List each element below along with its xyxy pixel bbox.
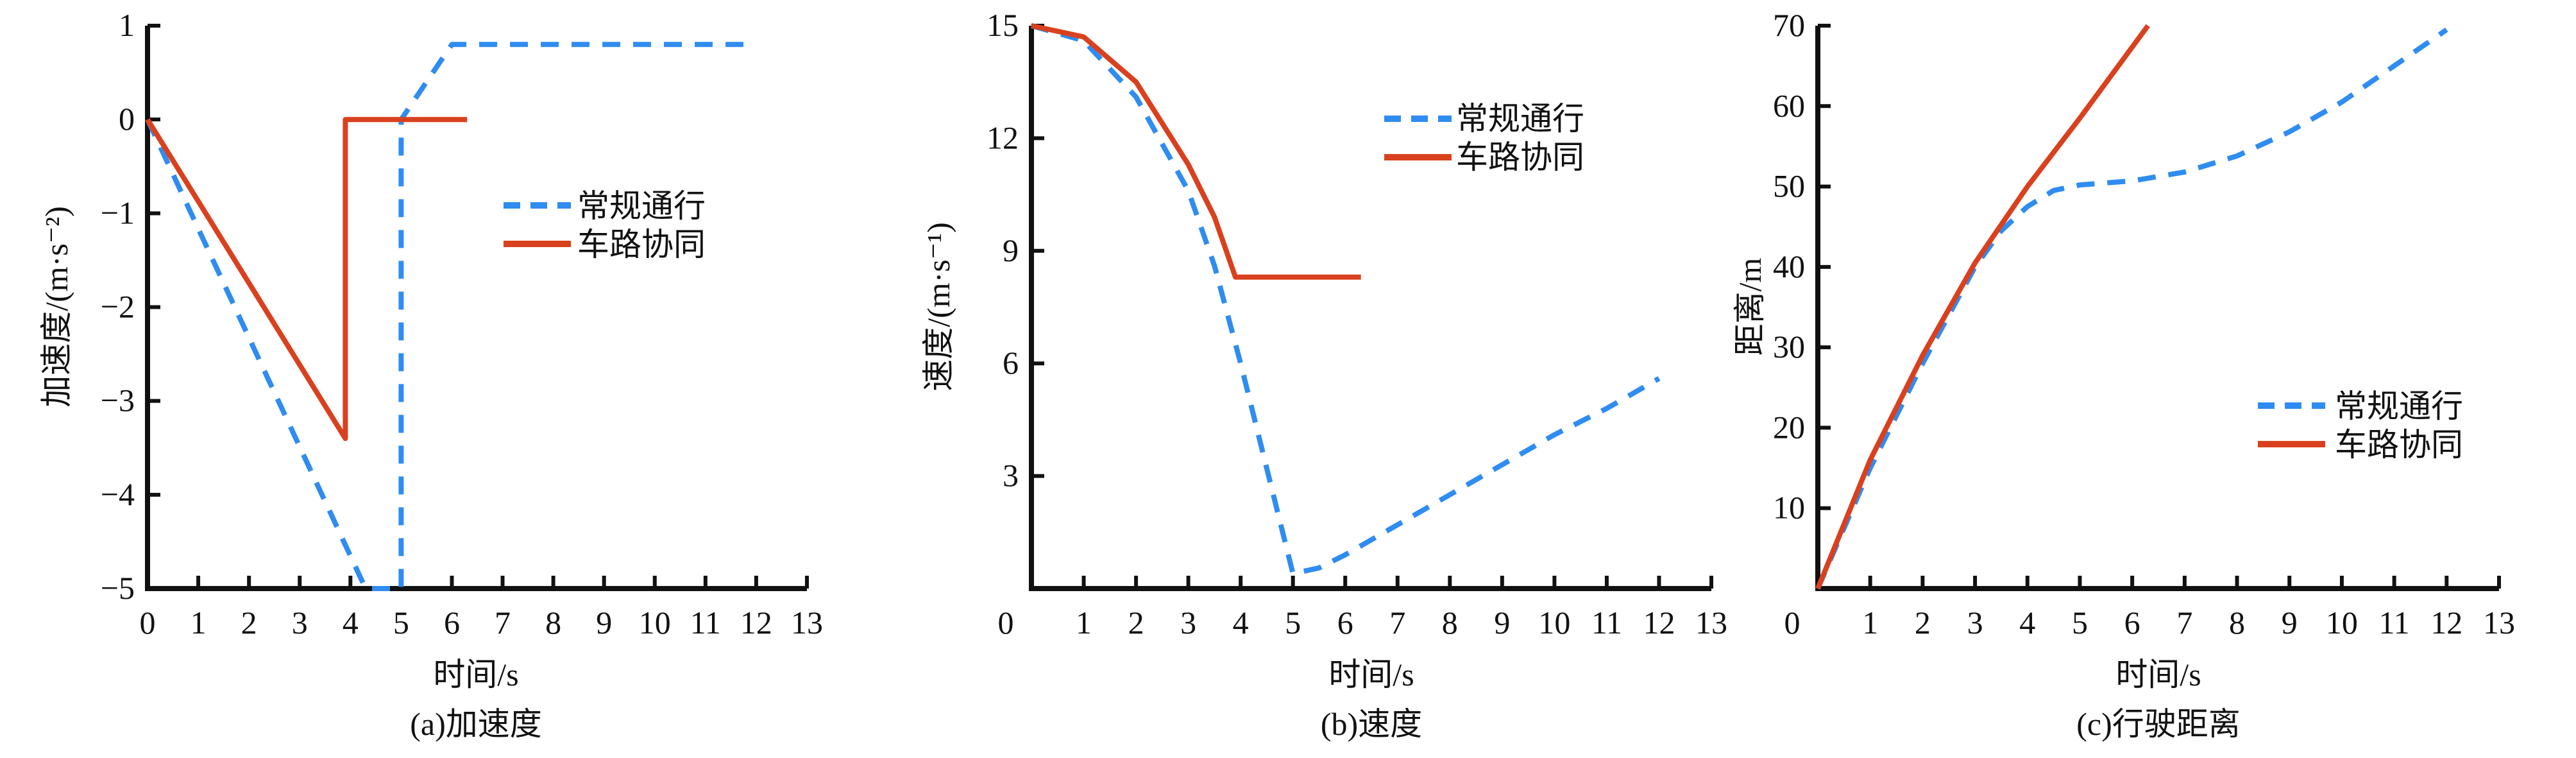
x-tick-label: 11 xyxy=(2379,605,2410,641)
x-tick-label: 10 xyxy=(1538,605,1570,641)
x-tick-label: 13 xyxy=(1695,605,1727,641)
x-axis-label: 时间/s xyxy=(2115,657,2201,693)
series-line-conventional xyxy=(1030,23,1661,576)
x-tick-label: 2 xyxy=(1915,605,1931,641)
chart-distance: 距离/m 时间/s (c)行驶距离 常规通行 车路协同 0 1 2 3 4 5 6 7 8 9 10… xyxy=(1732,7,2515,742)
chart-caption: (c)行驶距离 xyxy=(2076,706,2241,742)
x-tick-label: 0 xyxy=(140,605,156,641)
y-tick-label: 10 xyxy=(1773,490,1805,526)
x-tick-label: 4 xyxy=(1233,605,1249,641)
y-tick-label: 6 xyxy=(1003,345,1019,381)
axes xyxy=(1029,26,1711,591)
y-tick-label: 30 xyxy=(1773,329,1805,365)
x-tick-label: 12 xyxy=(1643,605,1675,641)
y-tick-label: 12 xyxy=(987,119,1019,155)
y-tick-label: −2 xyxy=(101,289,135,325)
x-tick-label: 8 xyxy=(2229,605,2245,641)
x-tick-label: 11 xyxy=(690,605,721,641)
x-tick-label: 9 xyxy=(1494,605,1510,641)
x-tick-label: 5 xyxy=(2072,605,2088,641)
x-axis-label: 时间/s xyxy=(433,657,518,693)
x-tick-label: 9 xyxy=(596,605,612,641)
x-tick-label: 6 xyxy=(1337,605,1353,641)
y-tick-label: 9 xyxy=(1003,232,1019,268)
x-tick-label: 6 xyxy=(444,605,460,641)
x-tick-label: 1 xyxy=(191,605,207,641)
x-tick-label: 0 xyxy=(998,605,1014,641)
legend: 常规通行 车路协同 xyxy=(2335,388,2463,463)
x-tick-label: 9 xyxy=(2282,605,2298,641)
x-tick-label: 2 xyxy=(1128,605,1144,641)
y-axis-label: 速度/(m·s⁻¹) xyxy=(920,222,956,392)
legend: 常规通行 车路协同 xyxy=(577,188,706,263)
axes xyxy=(145,26,807,591)
chart-caption: (a)加速度 xyxy=(410,706,542,742)
legend-label-cooperative: 车路协同 xyxy=(577,227,706,263)
x-tick-label: 8 xyxy=(545,605,561,641)
x-tick-label: 6 xyxy=(2124,605,2140,641)
y-tick-label: 15 xyxy=(987,7,1019,43)
x-tick-label: 1 xyxy=(1076,605,1092,641)
x-tick-label: 10 xyxy=(639,605,671,641)
x-tick-label: 7 xyxy=(2176,605,2192,641)
y-tick-label: 70 xyxy=(1773,7,1805,43)
legend-label-cooperative: 车路协同 xyxy=(2335,427,2463,463)
y-tick-label: 50 xyxy=(1773,168,1805,204)
series-line-cooperative xyxy=(1815,24,2150,590)
x-tick-label: 2 xyxy=(241,605,257,641)
x-tick-label: 12 xyxy=(2430,605,2462,641)
legend-label-conventional: 常规通行 xyxy=(1456,101,1584,137)
chart-caption: (b)速度 xyxy=(1321,706,1422,742)
legend-label-conventional: 常规通行 xyxy=(577,188,706,224)
x-tick-label: 4 xyxy=(343,605,359,641)
x-tick-label: 7 xyxy=(1389,605,1405,641)
x-tick-label: 11 xyxy=(1591,605,1622,641)
y-tick-label: 1 xyxy=(119,7,135,43)
legend-label-cooperative: 车路协同 xyxy=(1456,139,1584,175)
x-tick-label: 3 xyxy=(1967,605,1983,641)
y-tick-label: 40 xyxy=(1773,248,1805,284)
x-tick-label: 0 xyxy=(1784,605,1801,641)
y-tick-label: −5 xyxy=(101,570,135,606)
x-tick-label: 5 xyxy=(393,605,409,641)
x-tick-label: 13 xyxy=(2483,605,2515,641)
y-tick-label: 20 xyxy=(1773,409,1805,445)
y-tick-label: 60 xyxy=(1773,87,1805,123)
x-tick-label: 10 xyxy=(2326,605,2358,641)
legend-label-conventional: 常规通行 xyxy=(2335,388,2463,424)
x-tick-label: 7 xyxy=(495,605,511,641)
y-axis-label: 距离/m xyxy=(1732,258,1768,356)
x-tick-label: 13 xyxy=(791,605,823,641)
y-tick-label: −1 xyxy=(101,194,135,230)
series-line-conventional xyxy=(145,42,756,591)
y-tick-label: −3 xyxy=(101,383,135,418)
series-line-conventional xyxy=(1815,28,2448,590)
x-tick-label: 8 xyxy=(1442,605,1458,641)
legend: 常规通行 车路协同 xyxy=(1456,101,1584,175)
x-axis-label: 时间/s xyxy=(1328,657,1414,693)
y-tick-label: −4 xyxy=(101,476,135,512)
x-tick-label: 1 xyxy=(1862,605,1878,641)
x-tick-label: 5 xyxy=(1285,605,1301,641)
series-line-cooperative xyxy=(1031,23,1361,280)
x-tick-label: 3 xyxy=(292,605,308,641)
x-tick-label: 12 xyxy=(740,605,772,641)
y-tick-label: 0 xyxy=(119,101,135,137)
y-tick-label: 3 xyxy=(1003,458,1019,494)
y-axis-label: 加速度/(m·s⁻²) xyxy=(38,206,74,408)
series-line-cooperative xyxy=(145,117,468,442)
axes xyxy=(1815,26,2499,591)
x-tick-label: 4 xyxy=(2019,605,2035,641)
x-tick-label: 3 xyxy=(1180,605,1196,641)
